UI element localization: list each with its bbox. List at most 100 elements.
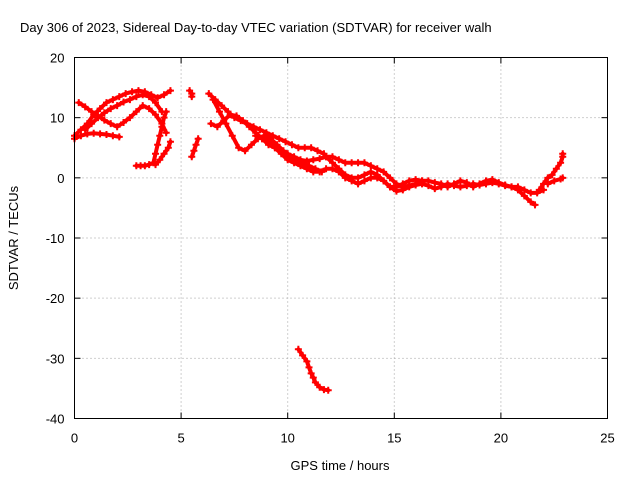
data-point xyxy=(354,159,362,167)
data-point xyxy=(239,117,247,125)
data-point xyxy=(235,144,243,152)
y-tick-label: -30 xyxy=(46,351,65,366)
data-point xyxy=(328,153,336,161)
data-point xyxy=(166,138,174,146)
x-tick-label: 15 xyxy=(387,431,401,446)
grid xyxy=(74,57,608,419)
data-point xyxy=(245,123,253,131)
data-point xyxy=(77,132,85,140)
data-point xyxy=(476,181,484,189)
data-point xyxy=(156,156,164,164)
data-point xyxy=(296,156,304,164)
data-point xyxy=(166,87,174,95)
data-point xyxy=(247,141,255,149)
data-point xyxy=(96,105,104,113)
data-point xyxy=(444,180,452,188)
data-point xyxy=(412,176,420,184)
data-point xyxy=(226,111,234,119)
data-point xyxy=(218,102,226,110)
data-point xyxy=(303,157,311,165)
data-point xyxy=(100,109,108,117)
data-point xyxy=(514,186,522,194)
series-track-g xyxy=(186,87,196,101)
data-point xyxy=(107,105,115,113)
data-point xyxy=(405,183,413,191)
data-point xyxy=(299,351,307,359)
series-track-c xyxy=(71,129,123,143)
series-track-p xyxy=(294,345,332,394)
data-point xyxy=(559,174,567,182)
data-point xyxy=(220,117,228,125)
data-point xyxy=(115,133,123,141)
data-point xyxy=(482,180,490,188)
data-point xyxy=(360,177,368,185)
data-point xyxy=(367,168,375,176)
data-point xyxy=(275,135,283,143)
data-point xyxy=(192,141,200,149)
data-point xyxy=(145,161,153,169)
data-point xyxy=(205,90,213,98)
data-point xyxy=(145,93,153,101)
data-point xyxy=(316,383,324,391)
data-point xyxy=(134,87,142,95)
data-point xyxy=(341,171,349,179)
data-point xyxy=(348,159,356,167)
data-point xyxy=(88,108,96,116)
data-point xyxy=(309,168,317,176)
data-point xyxy=(322,153,330,161)
data-point xyxy=(94,114,102,122)
data-point xyxy=(520,192,528,200)
data-point xyxy=(311,378,319,386)
data-point xyxy=(102,99,110,107)
data-point xyxy=(309,156,317,164)
data-point xyxy=(303,165,311,173)
data-point xyxy=(354,174,362,182)
data-point xyxy=(115,93,123,101)
data-point xyxy=(290,153,298,161)
data-point xyxy=(348,174,356,182)
series-track-o xyxy=(544,174,567,188)
data-point xyxy=(284,150,292,158)
y-tick-label: 10 xyxy=(50,111,64,126)
data-point xyxy=(328,159,336,167)
data-point xyxy=(90,129,98,137)
data-point xyxy=(160,114,168,122)
x-tick-label: 25 xyxy=(600,431,614,446)
data-point xyxy=(360,171,368,179)
data-point xyxy=(75,99,83,107)
data-point xyxy=(109,96,117,104)
data-point xyxy=(531,201,539,209)
data-point xyxy=(209,96,217,104)
data-point xyxy=(328,165,336,173)
data-point xyxy=(335,165,343,173)
data-point xyxy=(132,93,140,101)
data-point xyxy=(162,129,170,137)
data-point xyxy=(233,112,241,120)
data-point xyxy=(288,141,296,149)
data-point xyxy=(271,144,279,152)
data-point xyxy=(294,144,302,152)
data-point xyxy=(544,180,552,188)
data-point xyxy=(152,111,160,119)
data-point xyxy=(367,162,375,170)
data-point xyxy=(294,345,302,353)
data-point xyxy=(139,91,147,99)
plot-frame xyxy=(74,57,608,419)
data-point xyxy=(418,177,426,185)
series-track-m xyxy=(322,153,426,191)
data-point xyxy=(158,123,166,131)
data-point xyxy=(102,131,110,139)
data-point xyxy=(367,174,375,182)
data-point xyxy=(126,114,134,122)
data-point xyxy=(527,189,535,197)
data-point xyxy=(307,369,315,377)
data-point xyxy=(194,135,202,143)
data-point xyxy=(154,94,162,102)
data-point xyxy=(501,182,509,190)
data-point xyxy=(559,150,567,158)
data-point xyxy=(399,186,407,194)
series-track-f xyxy=(152,138,174,169)
series-band xyxy=(72,88,173,138)
data-point xyxy=(241,147,249,155)
data-point xyxy=(309,374,317,382)
